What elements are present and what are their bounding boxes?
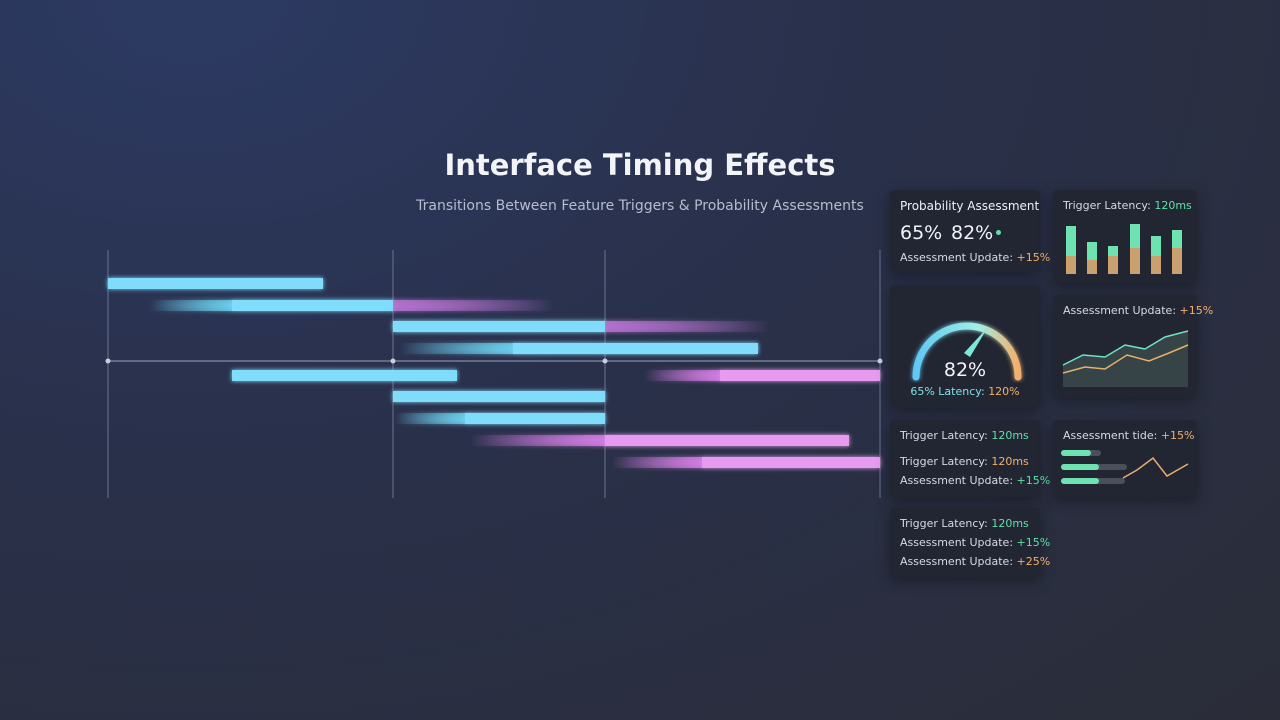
value: +15%: [1016, 474, 1051, 487]
value: +15%: [1016, 536, 1051, 549]
card: Assessment tide: +15%: [1053, 420, 1197, 497]
mini-progress: [1061, 450, 1189, 484]
value: +15%: [1160, 429, 1195, 442]
value: +15%: [1016, 251, 1051, 264]
value: 120ms: [991, 455, 1029, 468]
label: Assessment Update:: [900, 536, 1014, 549]
card: 82% 65% Latency: 120%: [890, 285, 1040, 407]
label: Trigger Latency:: [900, 455, 988, 468]
value: 120ms: [991, 429, 1029, 442]
bars: [108, 278, 880, 468]
row: Assessment Update: +15%: [900, 251, 1050, 264]
card: Assessment Update: +15%: [1053, 295, 1213, 397]
mini-line: [1062, 330, 1189, 387]
card: Trigger Latency: 120ms: [1053, 190, 1197, 283]
stat: 82%: [951, 222, 994, 244]
label: Assessment Update:: [900, 251, 1014, 264]
stat: 65%: [900, 222, 943, 244]
row: Assessment Update: +25%: [900, 555, 1050, 568]
value: 120%: [988, 385, 1020, 398]
title: Interface Timing Effects: [444, 148, 836, 182]
card-title: Probability Assessment: [900, 199, 1040, 213]
value: +25%: [1016, 555, 1051, 568]
row: Trigger Latency: 120ms: [1063, 199, 1192, 212]
value: 120ms: [1154, 199, 1192, 212]
label: Assessment Update:: [1063, 304, 1177, 317]
row: Assessment Update: +15%: [900, 474, 1050, 487]
row: Trigger Latency: 120ms: [900, 429, 1029, 442]
mini-bars: [1066, 224, 1182, 274]
row: 65% Latency: 120%: [890, 385, 1040, 398]
label: Assessment Update:: [900, 474, 1014, 487]
label: Assessment Update:: [900, 555, 1014, 568]
gauge: [912, 322, 1022, 381]
row: Trigger Latency: 120ms: [900, 455, 1029, 468]
row: Assessment Update: +15%: [900, 536, 1050, 549]
timeline: [105, 250, 883, 498]
label: Trigger Latency:: [900, 517, 988, 530]
row: Trigger Latency: 120ms: [900, 517, 1029, 530]
card: Trigger Latency: 120ms Trigger Latency: …: [890, 420, 1050, 497]
row: Assessment tide: +15%: [1063, 429, 1194, 442]
row: Assessment Update: +15%: [1063, 304, 1213, 317]
card: Trigger Latency: 120ms Assessment Update…: [890, 508, 1050, 577]
label: Assessment tide:: [1063, 429, 1158, 442]
value: +15%: [1179, 304, 1214, 317]
card: Probability Assessment 65% 82% Assessmen…: [890, 190, 1050, 272]
label: Trigger Latency:: [900, 429, 988, 442]
subtitle: Transitions Between Feature Triggers & P…: [416, 198, 864, 214]
gauge-value: 82%: [943, 359, 987, 381]
dot: [996, 230, 1001, 235]
label: Trigger Latency:: [1063, 199, 1151, 212]
label: 65% Latency:: [910, 385, 985, 398]
value: 120ms: [991, 517, 1029, 530]
